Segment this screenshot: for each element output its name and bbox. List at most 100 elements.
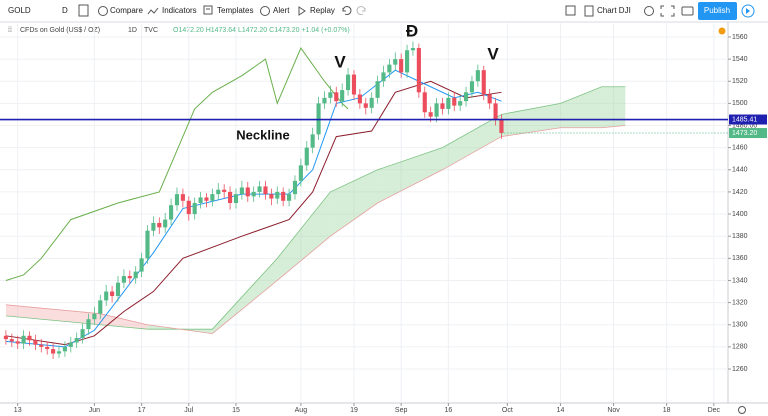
candle-body xyxy=(27,335,32,341)
cloud-fill xyxy=(442,114,502,170)
candle-body xyxy=(39,344,44,347)
candle-body xyxy=(21,335,26,344)
candle-body xyxy=(192,202,197,215)
symbol[interactable]: GOLD xyxy=(8,6,31,15)
fullscreen-icon[interactable] xyxy=(660,5,675,17)
layout-icon[interactable] xyxy=(565,5,576,16)
play-icon[interactable] xyxy=(746,8,750,14)
cloud-fill xyxy=(5,304,101,325)
candle-body xyxy=(292,180,298,195)
x-tick-label: Jul xyxy=(184,407,193,414)
candle-body xyxy=(287,194,292,201)
y-tick-label: 1500 xyxy=(732,100,748,107)
x-tick-label: 15 xyxy=(232,407,240,414)
alert-icon[interactable] xyxy=(260,6,270,16)
candle-body xyxy=(399,59,404,73)
candle-body xyxy=(251,191,256,197)
candle-body xyxy=(80,329,85,339)
x-tick-label: 17 xyxy=(138,407,146,414)
replay-circle[interactable] xyxy=(741,4,755,18)
candle-body xyxy=(68,342,73,347)
candle-body xyxy=(487,94,492,104)
y-tick-label: 1380 xyxy=(732,233,748,240)
x-tick-label: Nov xyxy=(607,407,620,414)
y-tick-label: 1560 xyxy=(732,34,748,41)
cloud-fill xyxy=(377,147,443,203)
cloud-fill xyxy=(560,86,602,128)
compare-button[interactable]: Compare xyxy=(110,6,143,15)
templates-icon[interactable] xyxy=(203,5,213,15)
publish-button[interactable] xyxy=(698,2,737,20)
y-tick-label: 1400 xyxy=(732,211,748,218)
candle-body xyxy=(56,351,62,354)
candle-body xyxy=(340,90,345,102)
redo-icon[interactable] xyxy=(356,6,366,15)
annotation: V xyxy=(334,52,346,71)
candle-body xyxy=(151,222,156,231)
undo-icon[interactable] xyxy=(342,6,352,15)
candle-body xyxy=(458,101,463,106)
legend-interval: 1D xyxy=(128,27,137,34)
candle-body xyxy=(257,186,262,192)
notice-dot xyxy=(718,27,726,35)
toolbar: GOLD D Compare Indicators Templates Aler… xyxy=(0,2,768,23)
y-tick-label: 1540 xyxy=(732,56,748,63)
candle-body xyxy=(115,282,121,296)
candle-body xyxy=(452,97,457,106)
indicators-button[interactable]: Indicators xyxy=(162,6,197,15)
candle-body xyxy=(281,191,286,201)
templates-button[interactable]: Templates xyxy=(217,6,253,15)
annotation: Đ xyxy=(406,21,418,40)
candle-body xyxy=(369,97,374,108)
candle-body xyxy=(92,313,97,320)
legend-symbol: CFDs on Gold (US$ / OZ) xyxy=(20,27,100,34)
candle-body xyxy=(393,59,398,65)
cloud-fill xyxy=(212,258,278,334)
y-tick-label: 1300 xyxy=(732,322,748,329)
axis-settings-icon[interactable] xyxy=(738,406,746,414)
publish-label[interactable]: Publish xyxy=(704,6,730,15)
y-tick-label: 1460 xyxy=(732,144,748,151)
candle-body xyxy=(198,197,203,203)
replay-icon[interactable] xyxy=(298,6,306,16)
settings-icon[interactable] xyxy=(644,6,654,16)
candle-body xyxy=(481,70,486,95)
price-label-box xyxy=(729,128,767,139)
candle-body xyxy=(499,119,504,134)
plot-area: 1260 1280 1300 1320 1340 1360 1380 1400 1420 1440… xyxy=(0,21,767,414)
chart-icon[interactable] xyxy=(584,5,594,17)
chart-name[interactable]: Chart DJI xyxy=(597,6,631,15)
bars-icon[interactable] xyxy=(78,4,89,17)
y-tick-label: 1520 xyxy=(732,78,748,85)
replay-button[interactable]: Replay xyxy=(310,6,335,15)
lagging-line xyxy=(5,47,349,281)
interval[interactable]: D xyxy=(62,6,68,15)
candle-body xyxy=(493,103,498,120)
candle-body xyxy=(405,50,410,73)
x-tick-label: Dec xyxy=(708,407,721,414)
snapshot-icon[interactable] xyxy=(681,6,694,16)
candle-body xyxy=(121,276,126,283)
candle-body xyxy=(145,230,150,259)
candle-body xyxy=(363,103,368,108)
candle-body xyxy=(33,340,38,345)
candle-body xyxy=(446,97,451,109)
candle-body xyxy=(475,70,480,82)
candle-body xyxy=(15,341,20,344)
candle-body xyxy=(9,339,14,342)
candle-body xyxy=(98,300,103,314)
x-tick-label: 13 xyxy=(14,407,22,414)
candle-body xyxy=(275,191,280,199)
annotation: Neckline xyxy=(236,127,289,142)
alert-button[interactable]: Alert xyxy=(273,6,290,15)
indicators-icon[interactable] xyxy=(147,7,159,15)
x-tick-label: Aug xyxy=(295,407,308,414)
compare-icon[interactable] xyxy=(98,6,108,16)
candle-body xyxy=(163,219,168,228)
candle-body xyxy=(298,165,303,181)
candle-body xyxy=(210,194,215,201)
span-b-line xyxy=(5,125,626,335)
candle-body xyxy=(310,134,315,148)
